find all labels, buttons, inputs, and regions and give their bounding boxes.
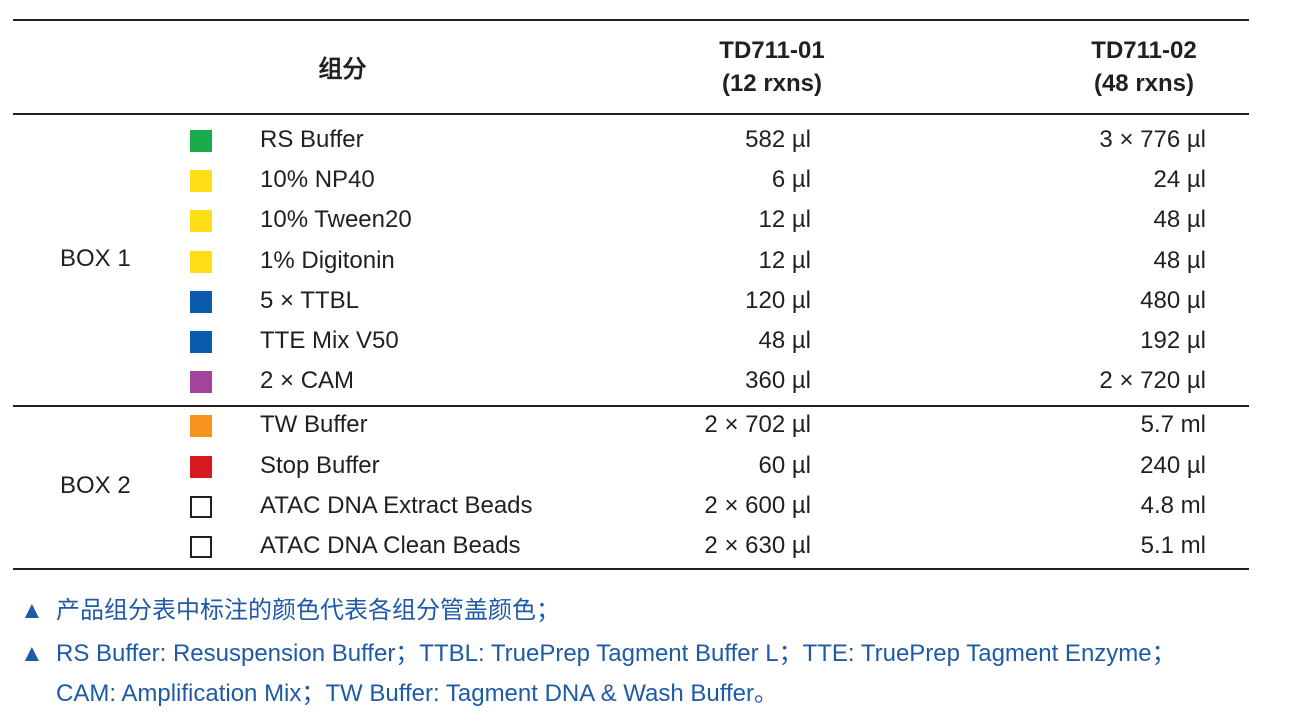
box2-label: BOX 2 (60, 472, 131, 499)
triangle-bullet-icon: ▲ (20, 640, 44, 667)
component-name: RS Buffer (260, 126, 364, 153)
volume-12rxns: 60 µl (758, 452, 811, 479)
table-row: ATAC DNA Clean Beads 2 × 630 µl 5.1 ml (0, 527, 1291, 567)
table-row: 5 × TTBL 120 µl 480 µl (0, 282, 1291, 322)
volume-48rxns: 3 × 776 µl (1099, 126, 1206, 153)
volume-12rxns: 120 µl (745, 287, 811, 314)
cap-color-swatch (190, 130, 212, 152)
volume-48rxns: 48 µl (1153, 206, 1206, 233)
header-col1: TD711-01 (12 rxns) (672, 34, 872, 100)
volume-48rxns: 5.1 ml (1140, 532, 1206, 559)
volume-12rxns: 360 µl (745, 367, 811, 394)
cap-color-swatch (190, 456, 212, 478)
table-row: 2 × CAM 360 µl 2 × 720 µl (0, 362, 1291, 402)
header-col2-sku: TD711-02 (1091, 37, 1197, 64)
cap-color-swatch (190, 291, 212, 313)
table-row: 10% NP40 6 µl 24 µl (0, 161, 1291, 201)
volume-12rxns: 12 µl (758, 247, 811, 274)
volume-12rxns: 12 µl (758, 206, 811, 233)
table-bottom-rule (13, 568, 1249, 570)
volume-48rxns: 240 µl (1140, 452, 1206, 479)
footnote-text: 产品组分表中标注的颜色代表各组分管盖颜色； (56, 597, 560, 624)
volume-12rxns: 2 × 702 µl (704, 411, 811, 438)
component-name: TW Buffer (260, 411, 368, 438)
header-component: 组分 (318, 56, 367, 83)
triangle-bullet-icon: ▲ (20, 597, 44, 624)
footnote-text: RS Buffer: Resuspension Buffer；TTBL: Tru… (56, 640, 1176, 667)
component-name: TTE Mix V50 (260, 327, 399, 354)
component-name: 10% NP40 (260, 166, 375, 193)
table-row: TW Buffer 2 × 702 µl 5.7 ml (0, 406, 1291, 446)
cap-color-swatch (190, 170, 212, 192)
footnote-abbreviations-continued: CAM: Amplification Mix；TW Buffer: Tagmen… (56, 680, 779, 707)
table-top-rule (13, 19, 1249, 21)
header-col1-sku: TD711-01 (719, 37, 825, 64)
table-row: ATAC DNA Extract Beads 2 × 600 µl 4.8 ml (0, 487, 1291, 527)
component-name: ATAC DNA Extract Beads (260, 492, 533, 519)
component-name: ATAC DNA Clean Beads (260, 532, 521, 559)
volume-48rxns: 5.7 ml (1140, 411, 1206, 438)
cap-color-swatch (190, 536, 212, 558)
component-name: 1% Digitonin (260, 247, 395, 274)
cap-color-swatch (190, 210, 212, 232)
volume-48rxns: 48 µl (1153, 247, 1206, 274)
volume-12rxns: 582 µl (745, 126, 811, 153)
volume-48rxns: 192 µl (1140, 327, 1206, 354)
cap-color-swatch (190, 415, 212, 437)
header-col2: TD711-02 (48 rxns) (1044, 34, 1244, 100)
component-name: 5 × TTBL (260, 287, 359, 314)
volume-48rxns: 2 × 720 µl (1099, 367, 1206, 394)
header-col2-rxns: (48 rxns) (1093, 70, 1195, 97)
cap-color-swatch (190, 371, 212, 393)
box1-label: BOX 1 (60, 245, 131, 272)
table-row: 10% Tween20 12 µl 48 µl (0, 201, 1291, 241)
volume-48rxns: 4.8 ml (1140, 492, 1206, 519)
cap-color-swatch (190, 496, 212, 518)
volume-48rxns: 24 µl (1153, 166, 1206, 193)
volume-12rxns: 2 × 630 µl (704, 532, 811, 559)
box-divider-rule (13, 405, 1249, 407)
header-bottom-rule (13, 113, 1249, 115)
volume-12rxns: 6 µl (771, 166, 811, 193)
cap-color-swatch (190, 331, 212, 353)
volume-12rxns: 48 µl (758, 327, 811, 354)
cap-color-swatch (190, 251, 212, 273)
component-name: Stop Buffer (260, 452, 380, 479)
footnote-color-legend: ▲ 产品组分表中标注的颜色代表各组分管盖颜色； (20, 591, 560, 631)
component-name: 2 × CAM (260, 367, 355, 394)
table-row: RS Buffer 582 µl 3 × 776 µl (0, 121, 1291, 161)
table-row: 1% Digitonin 12 µl 48 µl (0, 242, 1291, 282)
component-name: 10% Tween20 (260, 206, 412, 233)
volume-12rxns: 2 × 600 µl (704, 492, 811, 519)
footnote-abbreviations: ▲ RS Buffer: Resuspension Buffer；TTBL: Tr… (20, 634, 1176, 674)
header-col1-rxns: (12 rxns) (721, 70, 823, 97)
volume-48rxns: 480 µl (1140, 287, 1206, 314)
table-row: TTE Mix V50 48 µl 192 µl (0, 322, 1291, 362)
table-row: Stop Buffer 60 µl 240 µl (0, 447, 1291, 487)
